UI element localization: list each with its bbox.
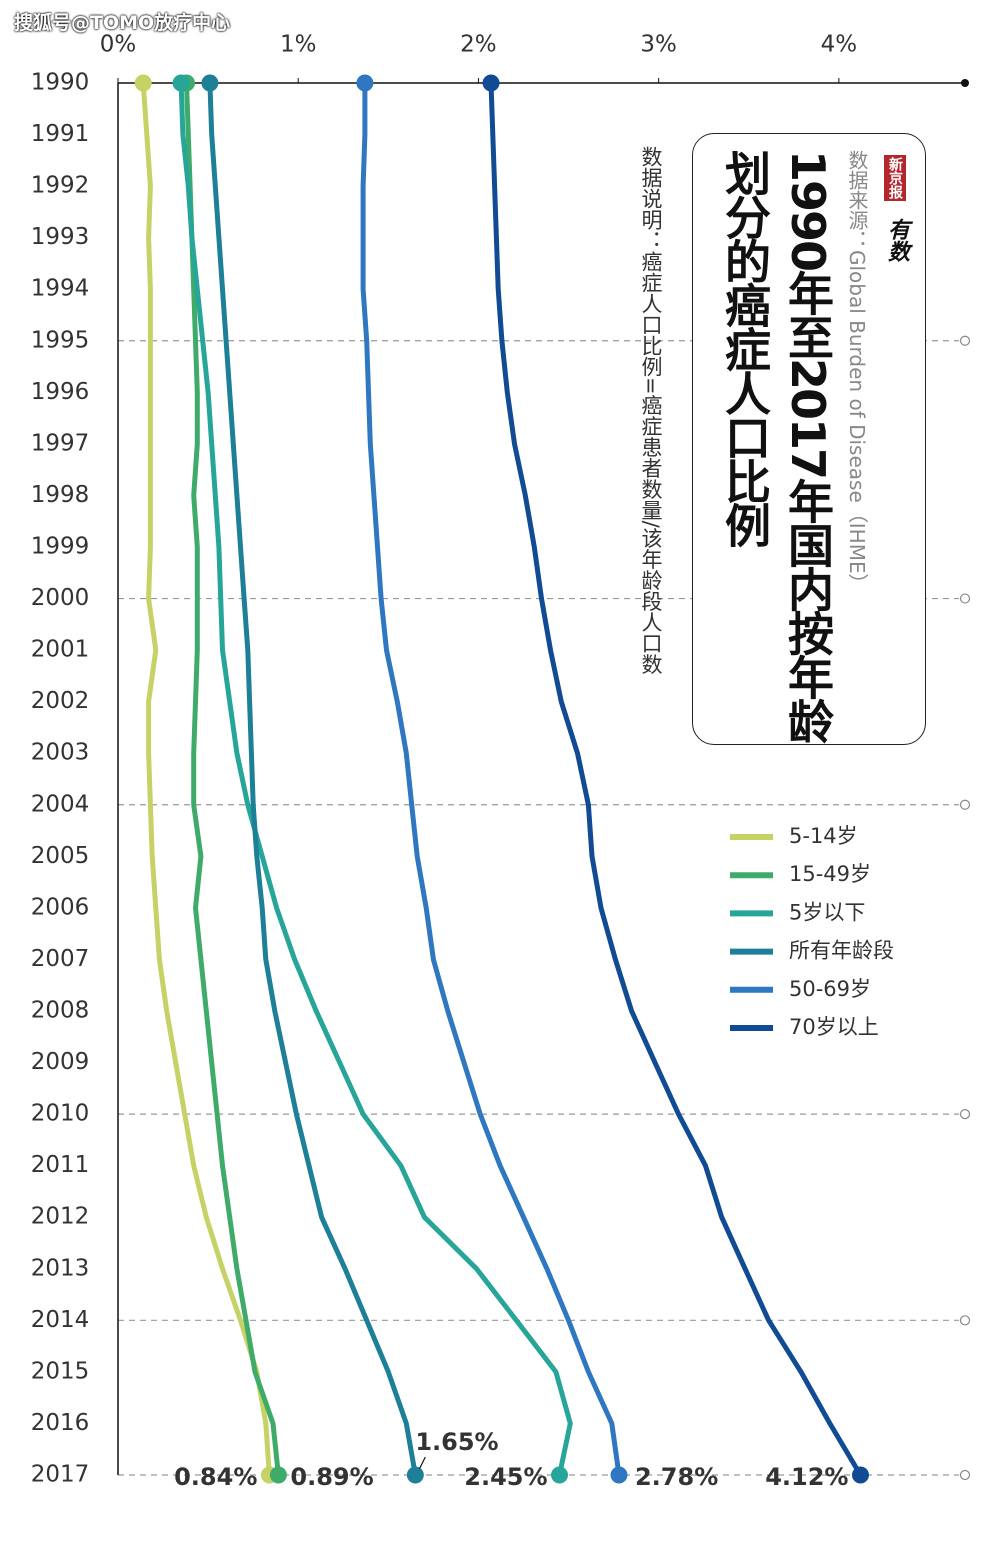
grid-end	[959, 593, 971, 604]
legend-label: 5岁以下	[789, 900, 865, 924]
y-tick-label: 1996	[31, 379, 90, 405]
x-tick-label: 0%	[100, 32, 137, 58]
source: 数据来源：Global Burden of Disease（IHME）	[845, 150, 869, 594]
end-label: 1.65%	[415, 1428, 498, 1456]
watermark: 搜狐号@TOMO放疗中心	[14, 12, 231, 34]
grid-end	[959, 1109, 971, 1120]
y-tick-label: 1994	[31, 276, 90, 302]
y-tick-label: 2015	[31, 1358, 90, 1384]
end-dot	[134, 74, 152, 92]
chart-title: 1990年至2017年国内按年龄	[781, 150, 835, 743]
grid-end	[959, 1315, 971, 1326]
y-tick-label: 2002	[31, 688, 90, 714]
end-label: 0.84%	[174, 1463, 257, 1491]
y-tick-label: 2011	[31, 1152, 90, 1178]
end-dot	[551, 1466, 569, 1484]
end-label: 2.78%	[635, 1463, 718, 1491]
note: 数据说明：癌症人口比例=癌症患者数量/该年龄段人口数	[639, 146, 663, 675]
y-tick-label: 1992	[31, 173, 90, 199]
y-tick-label: 2005	[31, 843, 90, 869]
y-tick-label: 2014	[31, 1307, 90, 1333]
y-tick-label: 2012	[31, 1204, 90, 1230]
grid-end	[959, 799, 971, 810]
logo: 有数	[884, 218, 909, 262]
y-tick-label: 2009	[31, 1049, 90, 1075]
y-tick-label: 2013	[31, 1255, 90, 1281]
logo: 新京报	[884, 155, 906, 201]
end-dot	[356, 74, 374, 92]
legend-label: 15-49岁	[789, 862, 871, 886]
y-tick-label: 2000	[31, 585, 90, 611]
end-dot	[610, 1466, 628, 1484]
end-dot	[482, 74, 500, 92]
grid-end	[959, 1469, 971, 1481]
series-line	[488, 82, 863, 1477]
series-line	[360, 83, 622, 1476]
end-dot	[172, 74, 190, 92]
legend-label: 所有年龄段	[789, 939, 894, 963]
y-tick-label: 2008	[31, 998, 90, 1024]
y-tick-label: 2003	[31, 740, 90, 766]
end-dot	[201, 74, 219, 92]
y-tick-label: 1995	[31, 327, 90, 353]
end-dot	[269, 1466, 287, 1484]
end-dot	[851, 1466, 869, 1484]
y-tick-label: 1990	[31, 70, 90, 96]
y-tick-label: 1998	[31, 482, 90, 508]
end-dot	[406, 1466, 424, 1484]
axis-end	[961, 79, 969, 87]
series-line	[178, 82, 573, 1476]
end-label: 2.45%	[464, 1463, 547, 1491]
legend-label: 50-69岁	[789, 977, 871, 1001]
y-tick-label: 1997	[31, 430, 90, 456]
x-tick-label: 1%	[280, 32, 317, 58]
y-tick-label: 2017	[31, 1462, 90, 1488]
y-tick-label: 2001	[31, 637, 90, 663]
series-line	[184, 82, 281, 1476]
y-tick-label: 2010	[31, 1101, 90, 1127]
series-line	[140, 82, 272, 1476]
x-tick-label: 2%	[460, 32, 497, 58]
x-tick-label: 3%	[640, 32, 677, 58]
label-leader	[418, 1456, 426, 1470]
x-tick-label: 4%	[821, 32, 858, 58]
end-label: 4.12%	[765, 1463, 848, 1491]
y-tick-label: 2004	[31, 791, 90, 817]
y-tick-label: 2006	[31, 894, 90, 920]
y-tick-label: 2007	[31, 946, 90, 972]
legend-label: 5-14岁	[789, 824, 858, 848]
y-tick-label: 2016	[31, 1410, 90, 1436]
series-line	[207, 82, 418, 1476]
y-tick-label: 1991	[31, 121, 90, 147]
y-tick-label: 1993	[31, 224, 90, 250]
title-box	[692, 133, 926, 745]
end-label: 0.89%	[290, 1463, 373, 1491]
chart-title: 划分的癌症人口比例	[718, 150, 772, 546]
y-tick-label: 1999	[31, 534, 90, 560]
grid-end	[959, 335, 971, 346]
legend-label: 70岁以上	[789, 1015, 879, 1039]
